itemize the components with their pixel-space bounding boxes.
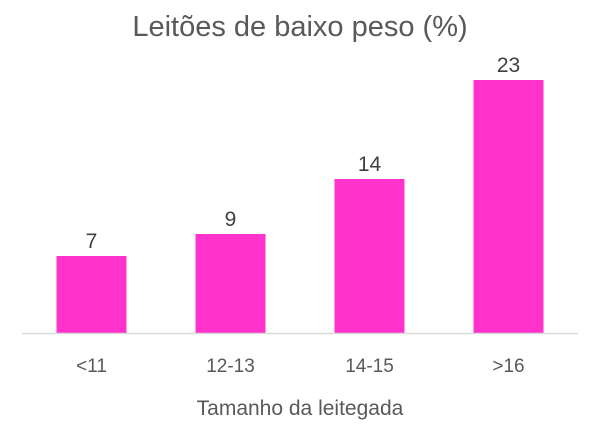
bar-1 (195, 234, 266, 333)
bar-2 (334, 179, 405, 333)
x-tick-label-3: >16 (492, 356, 524, 377)
data-label-2: 14 (358, 153, 382, 176)
data-label-3: 23 (497, 54, 520, 77)
bar-group (56, 80, 544, 333)
x-tick-label-2: 14-15 (345, 356, 394, 377)
tick-label-group: <11 12-13 14-15 >16 (76, 356, 525, 377)
data-label-1: 9 (225, 208, 237, 231)
x-axis-title: Tamanho da leitegada (197, 397, 404, 420)
x-tick-label-1: 12-13 (206, 356, 255, 377)
bar-3 (473, 80, 544, 333)
chart-title: Leitões de baixo peso (%) (132, 11, 467, 43)
data-label-0: 7 (86, 230, 98, 253)
data-label-group: 7 9 14 23 (86, 54, 521, 253)
bar-0 (56, 256, 127, 333)
x-tick-label-0: <11 (76, 356, 107, 377)
